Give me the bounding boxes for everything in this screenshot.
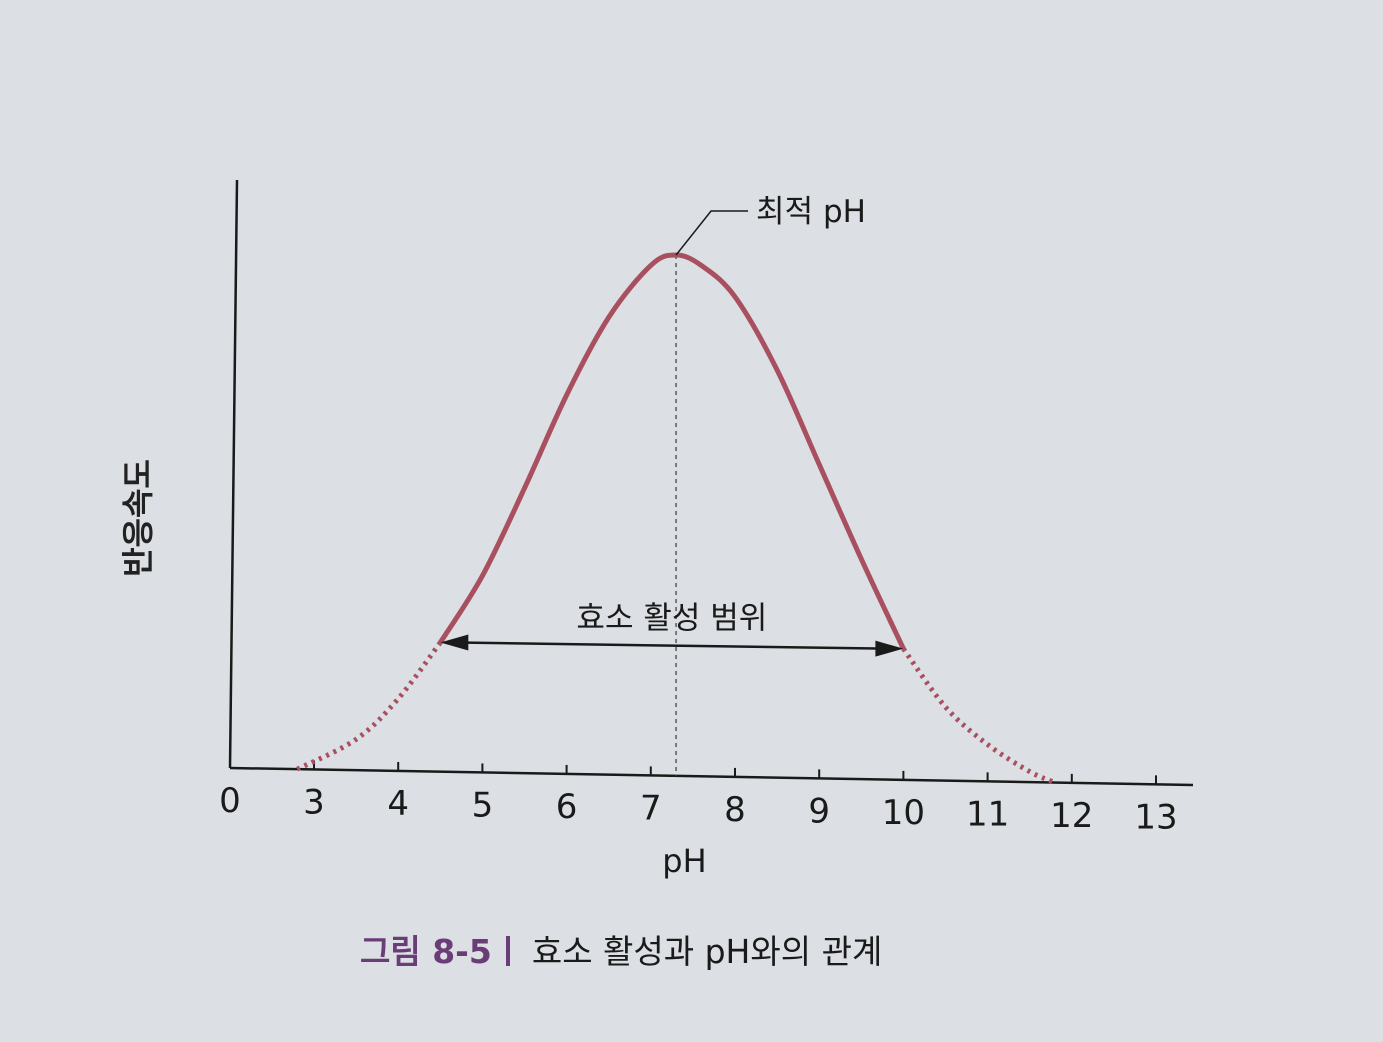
x-tick-label: 9 xyxy=(808,791,830,831)
x-tick-label: 7 xyxy=(640,788,662,828)
arrow-head-right xyxy=(875,640,904,657)
figure-caption: 그림 8-5 효소 활성과 pH와의 관계 xyxy=(360,925,882,973)
x-tick-labels: 0 3 4 5 6 7 8 9 10 11 12 13 xyxy=(219,781,1177,837)
curve-dotted-left xyxy=(296,641,443,772)
caption-separator xyxy=(505,936,510,966)
activity-range-label: 효소 활성 범위 xyxy=(576,601,767,637)
x-tick-label: 3 xyxy=(303,782,325,822)
x-tick-label: 0 xyxy=(219,781,241,821)
figure-number: 그림 8-5 xyxy=(360,932,492,971)
x-tick-label: 13 xyxy=(1134,797,1177,837)
curve-solid xyxy=(438,252,906,650)
y-axis xyxy=(228,179,239,769)
x-tick-label: 12 xyxy=(1050,796,1093,836)
x-axis-label: pH xyxy=(662,842,706,880)
arrow-head-left xyxy=(440,634,469,651)
curve-dotted-right xyxy=(901,647,1057,785)
x-tick-label: 8 xyxy=(724,790,746,830)
optimum-callout-line xyxy=(675,210,749,256)
x-tick-label: 6 xyxy=(556,787,578,827)
y-axis-label: 반응속도 xyxy=(119,459,157,577)
caption-text: 효소 활성과 pH와의 관계 xyxy=(531,932,883,971)
x-axis xyxy=(229,766,1194,787)
x-tick-label: 5 xyxy=(472,785,494,825)
activity-range-arrow xyxy=(458,641,886,650)
optimum-label: 최적 pH xyxy=(756,194,866,230)
x-tick-label: 10 xyxy=(882,793,925,833)
axes xyxy=(228,179,1194,787)
x-tick-label: 11 xyxy=(966,794,1009,834)
x-tick-label: 4 xyxy=(387,784,409,824)
